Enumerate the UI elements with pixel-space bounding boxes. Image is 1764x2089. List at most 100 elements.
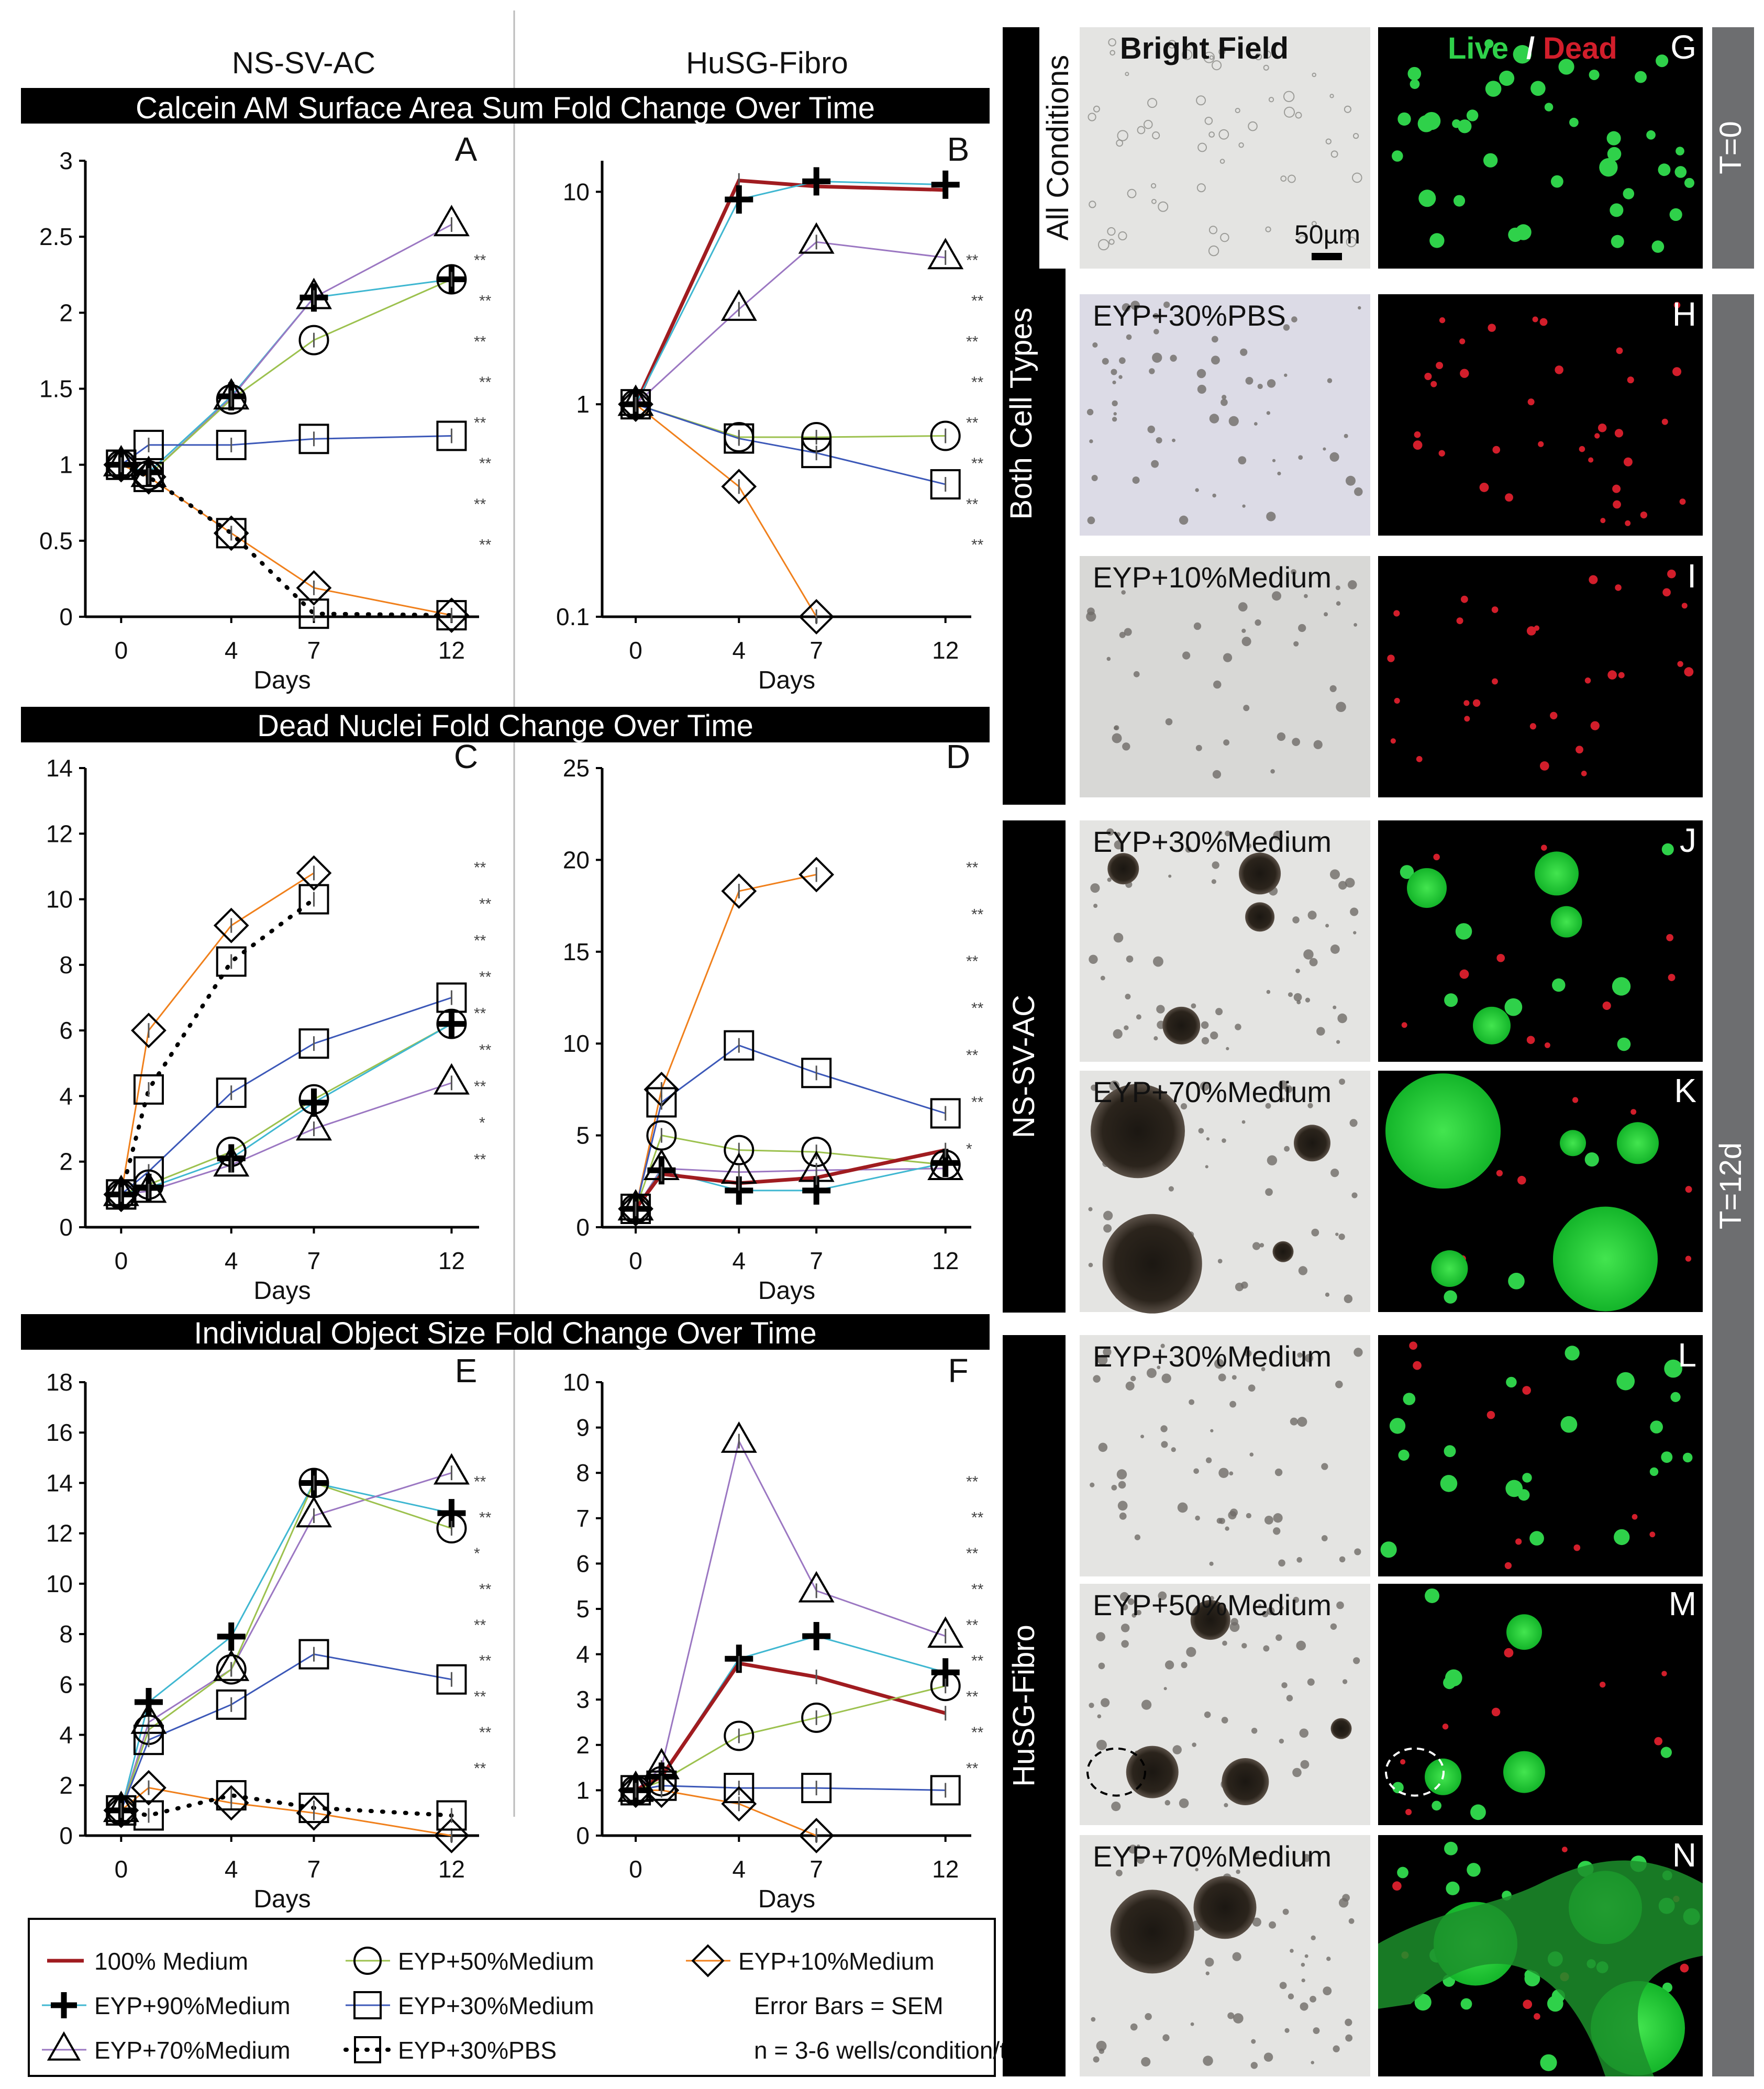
fl-cell	[1470, 1804, 1486, 1820]
bf-particle	[1307, 910, 1317, 920]
fl-cell	[1550, 175, 1563, 188]
micrograph-row: EYP+10%Medium I	[1080, 556, 1703, 797]
fl-cell	[1486, 1410, 1495, 1419]
fl-cell	[1444, 1290, 1457, 1304]
bf-particle	[1250, 2062, 1258, 2069]
bf-particle	[1335, 1232, 1339, 1236]
bf-particle	[1338, 1234, 1345, 1240]
data-point	[927, 1616, 964, 1648]
significance-label: **	[971, 906, 984, 924]
legend-label: EYP+90%Medium	[94, 1992, 291, 2019]
bf-particle	[1241, 1643, 1247, 1649]
data-point	[724, 1135, 755, 1165]
fl-cell	[1532, 316, 1538, 323]
fl-cell	[1685, 1255, 1692, 1262]
fl-cell	[1682, 1452, 1693, 1463]
significance-label: **	[966, 1047, 979, 1064]
bf-particle	[1263, 50, 1272, 59]
significance-label: **	[971, 374, 984, 391]
bf-particle	[1348, 1918, 1355, 1924]
series-line	[635, 1439, 946, 1791]
series-line	[635, 873, 817, 1209]
bf-particle	[1149, 368, 1155, 374]
fl-cell	[1612, 484, 1621, 493]
fl-cell	[1666, 934, 1673, 941]
bf-particle	[1330, 945, 1340, 954]
series-line	[120, 997, 452, 1195]
legend: 100% Medium EYP+50%Medium EYP+10%Medium EYP…	[28, 1918, 1045, 2077]
series-line	[120, 435, 452, 465]
bf-particle	[1297, 1352, 1303, 1358]
fl-cell	[1614, 1529, 1630, 1546]
bf-particle	[1125, 994, 1131, 999]
fl-cell	[1460, 1998, 1472, 2010]
fl-cell	[1479, 482, 1489, 492]
fl-cell	[1425, 1588, 1440, 1603]
fl-cell	[1656, 54, 1669, 68]
legend-item: n = 3-6 wells/condition/time	[754, 2037, 1045, 2064]
data-point	[216, 1077, 247, 1108]
data-point	[103, 1176, 139, 1213]
bf-particle	[1241, 637, 1251, 647]
bf-particle	[1179, 1798, 1189, 1808]
significance-label: **	[966, 953, 979, 970]
bf-particle	[1354, 1548, 1361, 1555]
y-tick-label: 14	[46, 754, 73, 782]
fl-cell	[1472, 699, 1481, 707]
fl-cell	[1584, 677, 1591, 684]
y-tick-label: 25	[563, 754, 590, 782]
data-point	[724, 1720, 755, 1751]
data-point	[618, 1772, 653, 1808]
fl-cell	[1555, 365, 1563, 374]
fl-cell	[1590, 721, 1600, 730]
bf-particle	[1344, 434, 1348, 438]
bf-particle	[1196, 369, 1206, 379]
x-tick-label: 7	[307, 1247, 321, 1274]
bf-particle	[1099, 2048, 1105, 2054]
bf-particle	[1163, 301, 1170, 308]
y-tick-label: 2	[59, 1148, 73, 1175]
bf-particle	[1284, 106, 1295, 118]
fl-cell	[1547, 1995, 1563, 2012]
fl-cell	[1526, 1036, 1535, 1044]
bf-particle	[1279, 1982, 1287, 1990]
y-tick-label: 10	[563, 178, 590, 205]
y-tick-label: 10	[46, 886, 73, 913]
bright-field-image	[1080, 294, 1370, 536]
data-point	[133, 1725, 164, 1755]
bright-field-condition-label: EYP+30%Medium	[1093, 825, 1332, 858]
bf-particle	[1325, 924, 1329, 928]
bf-particle	[1280, 175, 1287, 182]
bf-particle	[1205, 1958, 1214, 1967]
bf-particle	[1232, 1375, 1237, 1380]
bf-particle	[1298, 235, 1307, 243]
micrograph-row: EYP+30%PBS H	[1080, 294, 1703, 536]
significance-label: **	[479, 374, 492, 391]
bf-particle	[1323, 1986, 1332, 1996]
column-header-right: HuSG-Fibro	[686, 46, 848, 80]
bf-particle	[1296, 1000, 1301, 1005]
data-point	[436, 600, 467, 631]
row-title-bar-3	[21, 1314, 990, 1350]
bf-particle	[1163, 1687, 1167, 1691]
significance-label: **	[479, 1652, 492, 1670]
bf-particle	[1222, 1640, 1227, 1646]
data-point	[930, 1671, 961, 1702]
bf-particle	[1211, 355, 1220, 365]
significance-label: **	[474, 1760, 486, 1777]
bf-particle	[1165, 718, 1173, 726]
fl-cell	[1430, 381, 1437, 387]
bf-particle	[1353, 1657, 1360, 1664]
micrograph-row: EYP+50%Medium M	[1080, 1584, 1703, 1825]
bf-particle	[1278, 1559, 1285, 1567]
significance-label: **	[971, 1000, 984, 1017]
fl-cell	[1504, 1648, 1514, 1658]
bf-particle	[1277, 732, 1286, 741]
data-point	[720, 1421, 757, 1453]
data-point	[721, 469, 757, 505]
legend-label: Error Bars = SEM	[754, 1992, 944, 2019]
bf-particle	[1121, 590, 1126, 595]
bf-particle	[1106, 828, 1114, 836]
bf-particle	[1204, 117, 1213, 125]
y-tick-label: 1	[59, 451, 73, 479]
